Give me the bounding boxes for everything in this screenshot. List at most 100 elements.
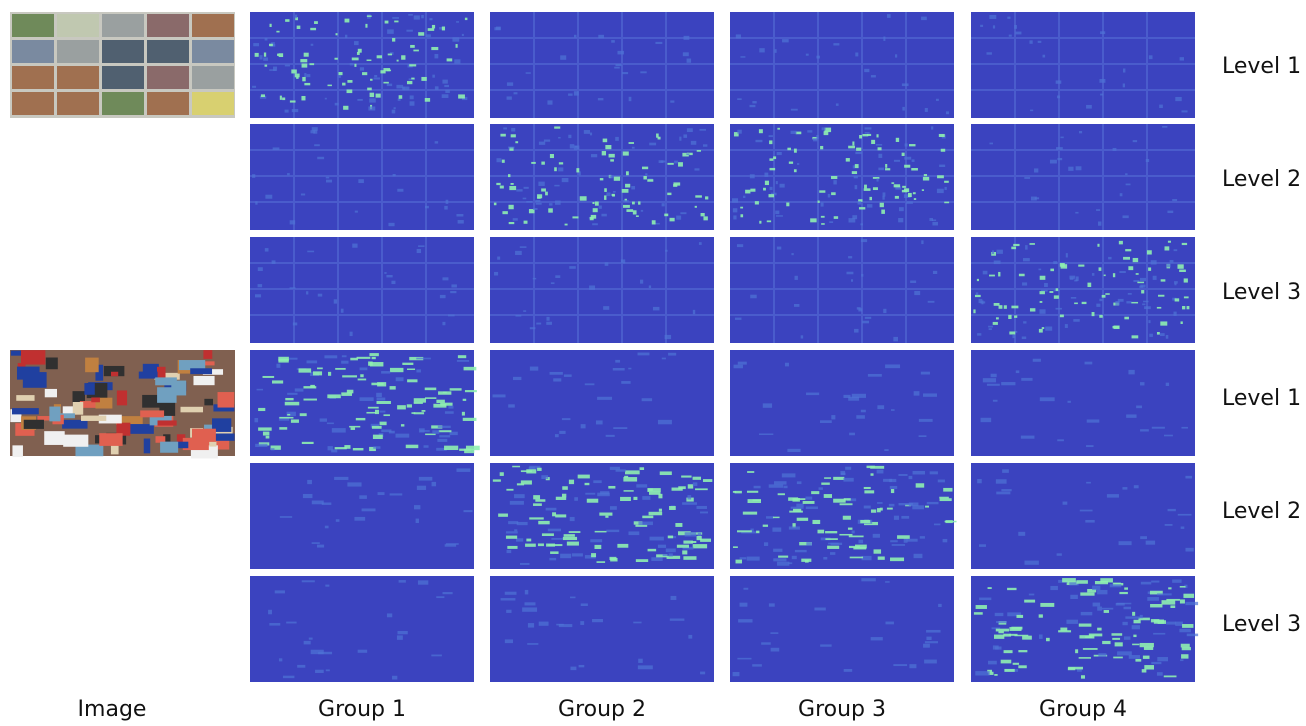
heatmap-activation bbox=[1011, 247, 1016, 250]
heatmap-activation bbox=[538, 182, 544, 186]
heatmap-activation bbox=[1175, 298, 1180, 301]
heatmap-activation bbox=[994, 674, 997, 676]
heatmap-activation bbox=[668, 353, 676, 356]
heatmap-activation bbox=[1180, 57, 1184, 60]
heatmap-activation bbox=[843, 478, 853, 482]
heatmap-activation bbox=[856, 148, 861, 151]
heatmap-activation bbox=[435, 86, 439, 90]
heatmap-activation bbox=[1143, 301, 1148, 303]
heatmap-activation bbox=[594, 545, 601, 549]
heatmap-activation bbox=[621, 381, 630, 384]
heatmap-activation bbox=[466, 446, 480, 450]
heatmap-activation bbox=[877, 405, 884, 409]
heatmap-activation bbox=[397, 405, 406, 409]
photo-fragment bbox=[91, 397, 100, 402]
heatmap-activation bbox=[357, 99, 362, 101]
heatmap-activation bbox=[508, 147, 515, 149]
heatmap-activation bbox=[609, 175, 613, 178]
heatmap-activation bbox=[341, 392, 352, 396]
heatmap-activation bbox=[975, 671, 989, 675]
heatmap-activation bbox=[777, 247, 781, 250]
heatmap-activation bbox=[626, 209, 633, 212]
heatmap-activation bbox=[861, 239, 867, 242]
heatmap-activation bbox=[408, 14, 413, 16]
heatmap-activation bbox=[638, 522, 653, 526]
heatmap-activation bbox=[1119, 592, 1128, 594]
heatmap-activation bbox=[414, 505, 420, 509]
heatmap-activation bbox=[272, 380, 283, 383]
heatmap-activation bbox=[507, 82, 513, 86]
heatmap-activation bbox=[921, 240, 923, 244]
heatmap-activation bbox=[362, 508, 376, 511]
heatmap-activation bbox=[667, 556, 681, 559]
heatmap-activation bbox=[296, 76, 298, 78]
heatmap-activation bbox=[1076, 166, 1082, 170]
heatmap-activation bbox=[931, 126, 933, 129]
heatmap-activation bbox=[417, 249, 421, 253]
heatmap-activation bbox=[775, 211, 779, 214]
heatmap-activation bbox=[1011, 627, 1022, 630]
heatmap-activation bbox=[377, 382, 386, 386]
photo-fragment bbox=[111, 372, 118, 377]
heatmap-activation bbox=[1123, 215, 1129, 218]
heatmap-activation bbox=[299, 368, 312, 372]
heatmap-activation bbox=[601, 214, 606, 217]
heatmap-activation bbox=[354, 41, 359, 45]
heatmap-activation bbox=[414, 398, 426, 402]
heatmap-activation bbox=[1009, 331, 1015, 334]
heatmap-activation bbox=[416, 369, 421, 372]
heatmap-activation bbox=[679, 137, 681, 141]
heatmap-activation bbox=[1170, 260, 1174, 263]
heatmap-activation bbox=[253, 43, 259, 46]
heatmap-activation bbox=[388, 54, 392, 56]
heatmap-activation bbox=[766, 516, 774, 518]
heatmap-activation bbox=[688, 484, 693, 488]
heatmap-activation bbox=[517, 522, 528, 525]
heatmap-activation bbox=[771, 648, 780, 652]
photo-fragment bbox=[12, 408, 39, 414]
heatmap-activation bbox=[291, 69, 296, 73]
heatmap-activation bbox=[1125, 616, 1139, 618]
heatmap-activation bbox=[436, 596, 444, 598]
heatmap-activation bbox=[944, 202, 949, 204]
heatmap-activation bbox=[533, 208, 538, 210]
heatmap-activation bbox=[806, 54, 809, 56]
heatmap-activation bbox=[336, 33, 338, 35]
heatmap-activation bbox=[356, 418, 366, 420]
heatmap-activation bbox=[574, 35, 577, 38]
heatmap-activation bbox=[352, 244, 357, 248]
heatmap-activation bbox=[1161, 279, 1166, 281]
heatmap-activation bbox=[556, 497, 566, 500]
heatmap-activation bbox=[902, 107, 905, 111]
heatmap-activation bbox=[622, 189, 629, 193]
heatmap-activation bbox=[623, 205, 630, 208]
heatmap-activation bbox=[1025, 245, 1028, 249]
heatmap-activation bbox=[560, 55, 566, 59]
heatmap-activation bbox=[703, 144, 707, 146]
heatmap-activation bbox=[1092, 312, 1095, 316]
heatmap-activation bbox=[871, 509, 876, 512]
heatmap-activation bbox=[904, 165, 910, 168]
photo-tile bbox=[192, 14, 234, 37]
heatmap-activation bbox=[1081, 675, 1085, 678]
heatmap-activation bbox=[1158, 295, 1164, 297]
heatmap-activation bbox=[919, 419, 933, 422]
heatmap-activation bbox=[1022, 337, 1026, 340]
heatmap-activation bbox=[268, 610, 272, 614]
heatmap-activation bbox=[293, 323, 297, 326]
heatmap-activation bbox=[593, 208, 598, 212]
heatmap-activation bbox=[462, 34, 464, 36]
heatmap-activation bbox=[1119, 241, 1123, 244]
heatmap-activation bbox=[606, 530, 619, 532]
heatmap-activation bbox=[874, 549, 882, 553]
heatmap-activation bbox=[1013, 244, 1019, 246]
heatmap-activation bbox=[878, 154, 882, 158]
heatmap-activation bbox=[391, 281, 395, 284]
heatmap-activation bbox=[525, 544, 536, 547]
heatmap-activation bbox=[1175, 97, 1181, 101]
heatmap-activation bbox=[597, 493, 610, 497]
heatmap-activation bbox=[1092, 586, 1100, 590]
heatmap-activation bbox=[285, 398, 293, 400]
heatmap-activation bbox=[761, 642, 771, 644]
heatmap-activation bbox=[1089, 634, 1102, 637]
